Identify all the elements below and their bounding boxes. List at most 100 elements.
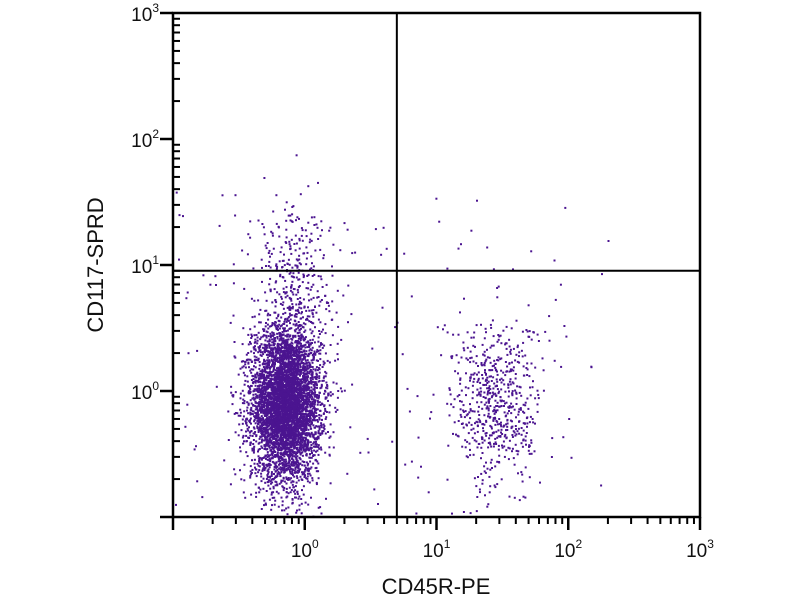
data-point [311, 366, 314, 368]
data-point [269, 391, 272, 394]
data-point [307, 428, 310, 431]
data-point [283, 341, 286, 344]
data-point [231, 403, 234, 406]
data-point [271, 404, 274, 407]
data-point [281, 407, 284, 410]
data-point [319, 409, 322, 412]
data-point [247, 402, 250, 405]
data-point [273, 462, 276, 465]
data-point [298, 306, 301, 309]
data-point [285, 401, 288, 404]
data-point [269, 432, 272, 435]
data-point [304, 443, 307, 446]
data-point [290, 462, 293, 465]
data-point [268, 359, 271, 362]
data-point [283, 445, 286, 448]
data-point [253, 427, 256, 430]
data-point [289, 433, 292, 436]
data-point [266, 434, 269, 437]
data-point [318, 377, 321, 380]
data-point [261, 446, 264, 449]
data-point [302, 405, 305, 408]
data-point [308, 421, 311, 424]
data-point [294, 394, 297, 397]
data-point [294, 437, 297, 440]
data-point [285, 356, 288, 359]
data-point [298, 427, 301, 430]
data-point [309, 394, 312, 397]
data-point [269, 464, 272, 466]
data-point [267, 431, 270, 434]
data-point [304, 501, 307, 504]
data-point [275, 387, 278, 390]
data-point [314, 467, 317, 470]
data-point [251, 397, 254, 400]
data-point [290, 349, 293, 352]
data-point [234, 391, 237, 394]
data-point [293, 462, 296, 465]
data-point [290, 464, 293, 467]
data-point [283, 509, 286, 512]
data-point [297, 419, 300, 422]
data-point [299, 458, 302, 461]
data-point [301, 454, 304, 457]
data-point [265, 330, 268, 333]
data-point [293, 367, 296, 370]
data-point [281, 341, 284, 343]
data-point [328, 436, 331, 439]
data-point [310, 352, 313, 354]
data-point [253, 415, 256, 418]
data-point [271, 378, 274, 381]
data-point [300, 307, 303, 310]
data-point [278, 457, 281, 459]
data-point [276, 336, 279, 338]
data-point [254, 379, 257, 382]
data-point [303, 464, 306, 467]
data-point [300, 413, 302, 416]
data-point [281, 500, 284, 503]
data-point [287, 442, 290, 445]
data-point [305, 453, 308, 455]
data-point [284, 448, 287, 451]
data-point [257, 450, 259, 453]
data-point [287, 373, 290, 376]
data-point [262, 397, 265, 399]
data-point [269, 290, 272, 293]
data-point [286, 356, 289, 358]
data-point [319, 358, 322, 361]
data-point [250, 371, 253, 374]
data-point [336, 408, 339, 411]
data-point [253, 388, 256, 391]
data-point [313, 341, 316, 344]
data-point [250, 473, 253, 476]
data-point [284, 352, 287, 355]
data-point [318, 418, 321, 421]
data-point [283, 371, 286, 374]
data-point [282, 327, 285, 330]
data-point [340, 390, 343, 393]
data-point [307, 443, 310, 446]
data-point [291, 444, 293, 447]
data-point [287, 382, 289, 385]
data-point [280, 425, 283, 428]
data-point [268, 366, 271, 369]
data-point [253, 352, 255, 355]
data-point [328, 454, 331, 457]
data-point [279, 337, 282, 340]
data-point [283, 358, 286, 361]
data-point [299, 358, 302, 361]
data-point [240, 360, 243, 363]
data-point [325, 372, 328, 375]
data-point [274, 356, 277, 359]
data-point [250, 422, 252, 425]
data-point [303, 476, 306, 479]
data-point [270, 473, 273, 475]
data-point [300, 412, 303, 415]
data-point [271, 450, 274, 453]
data-point [293, 447, 296, 449]
data-point [306, 477, 309, 480]
data-point [305, 399, 308, 402]
data-point [332, 381, 335, 384]
data-point [321, 346, 324, 349]
data-point [265, 421, 268, 424]
